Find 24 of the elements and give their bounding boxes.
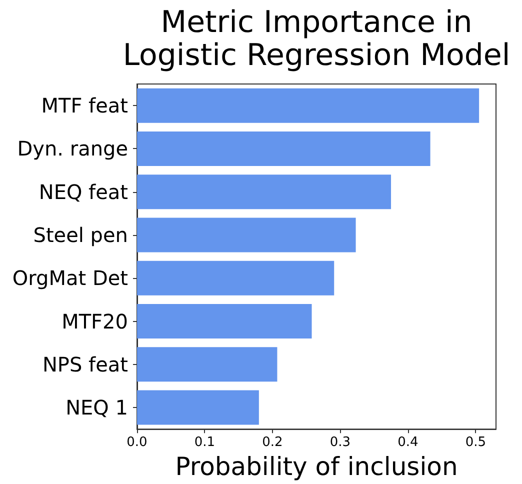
- y-tick-label: OrgMat Det: [12, 266, 128, 290]
- bar: [137, 260, 334, 296]
- x-axis-title: Probability of inclusion: [175, 452, 458, 481]
- bar: [137, 131, 430, 166]
- x-tick-label: 0.5: [465, 435, 486, 450]
- x-tick-label: 0.1: [194, 435, 216, 450]
- bar: [137, 390, 259, 425]
- x-tick-label: 0.0: [126, 435, 148, 450]
- y-tick-label: NEQ 1: [66, 396, 128, 420]
- y-tick-label: NEQ feat: [38, 180, 128, 204]
- bar: [137, 174, 392, 210]
- x-tick-label: 0.3: [330, 435, 351, 450]
- bar: [137, 304, 312, 339]
- y-tick-label: MTF feat: [41, 94, 128, 118]
- bar: [137, 218, 356, 252]
- bar: [137, 347, 278, 382]
- bar: [137, 88, 480, 123]
- chart-title: Metric Importance in Logistic Regression Model: [122, 5, 510, 73]
- x-tick-label: 0.2: [262, 435, 283, 450]
- y-tick-label: Dyn. range: [17, 136, 128, 161]
- y-tick-label: NPS feat: [42, 352, 128, 376]
- x-tick-label: 0.4: [398, 435, 418, 450]
- y-tick-label: Steel pen: [33, 222, 128, 247]
- y-tick-label: MTF20: [62, 309, 128, 334]
